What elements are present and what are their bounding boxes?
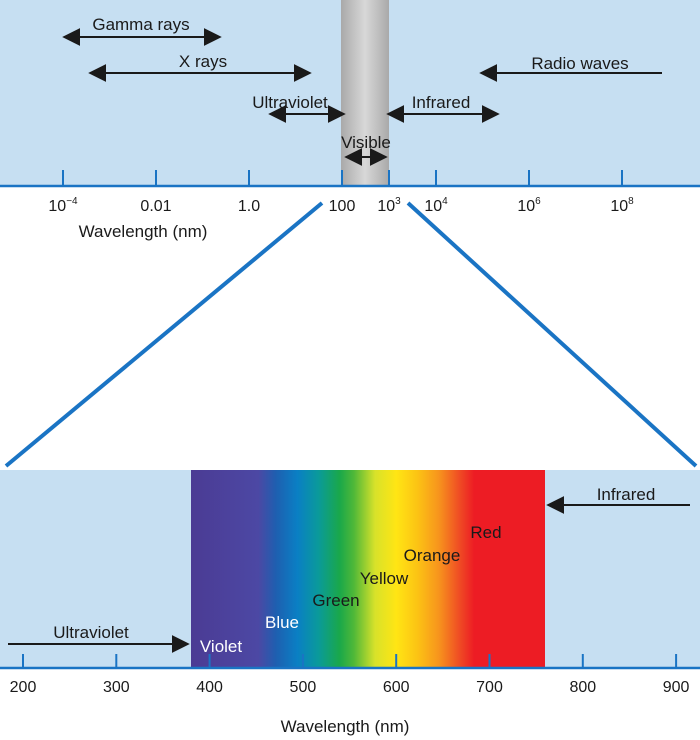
radio-waves-label: Radio waves (531, 54, 628, 73)
ultraviolet-top-label: Ultraviolet (252, 93, 328, 112)
bottom-spectrum-panel: Ultraviolet Infrared Violet Blue Green Y… (0, 470, 700, 736)
bottom-tick-label: 700 (476, 679, 503, 696)
top-tick-label: 1.0 (238, 198, 260, 215)
top-tick-label: 103 (377, 196, 401, 215)
bottom-tick-label: 500 (290, 679, 317, 696)
blue-label: Blue (265, 613, 299, 632)
bottom-tick-label: 600 (383, 679, 410, 696)
top-tick-label: 104 (424, 196, 448, 215)
visible-label: Visible (341, 133, 391, 152)
top-tick-label: 0.01 (140, 198, 171, 215)
zoom-line-right (406, 201, 698, 468)
top-axis-label: Wavelength (nm) (79, 222, 208, 241)
bottom-tick-label: 200 (10, 679, 37, 696)
visible-band (341, 0, 389, 186)
top-tick-label: 108 (610, 196, 634, 215)
infrared-top-label: Infrared (412, 93, 471, 112)
ultraviolet-bottom-label: Ultraviolet (53, 623, 129, 642)
infrared-bottom-label: Infrared (597, 485, 656, 504)
bottom-tick-label: 800 (569, 679, 596, 696)
bottom-tick-label: 400 (196, 679, 223, 696)
x-rays-label: X rays (179, 52, 227, 71)
bottom-axis-ticks: 200 300 400 500 600 700 800 900 (10, 654, 690, 696)
bottom-tick-label: 300 (103, 679, 130, 696)
zoom-line-left (4, 201, 324, 468)
bottom-tick-label: 900 (663, 679, 690, 696)
bottom-axis-label: Wavelength (nm) (281, 717, 410, 736)
top-tick-label: 106 (517, 196, 541, 215)
top-tick-label: 10−4 (48, 196, 78, 215)
red-label: Red (470, 523, 501, 542)
top-axis-ticks: 10−4 0.01 1.0 100 103 104 106 108 (48, 170, 634, 215)
visible-spectrum-gradient (191, 470, 545, 668)
orange-label: Orange (404, 546, 461, 565)
gamma-rays-label: Gamma rays (92, 15, 189, 34)
yellow-label: Yellow (360, 569, 409, 588)
violet-label: Violet (200, 637, 242, 656)
top-spectrum-panel: Gamma rays X rays Radio waves Ultraviole… (0, 0, 700, 241)
green-label: Green (312, 591, 359, 610)
top-tick-label: 100 (329, 198, 356, 215)
